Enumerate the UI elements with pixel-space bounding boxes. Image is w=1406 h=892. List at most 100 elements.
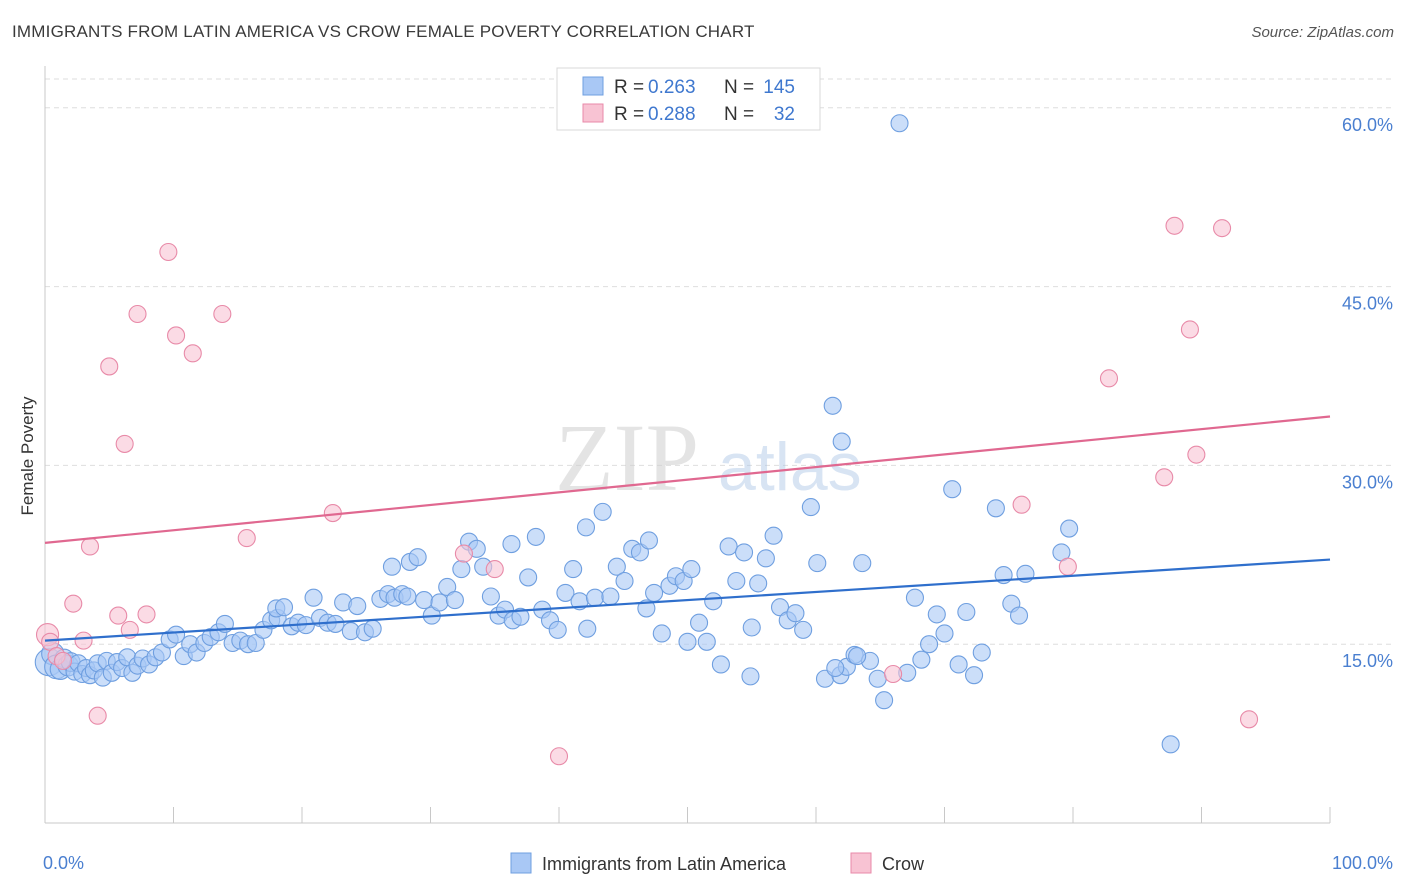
point-immigrants [408, 548, 427, 567]
source-credit: Source: ZipAtlas.com [1251, 24, 1394, 41]
legend-blue-r-value: 0.263 [648, 77, 696, 98]
point-immigrants [682, 560, 701, 579]
point-crow [1239, 710, 1259, 729]
point-crow [88, 706, 107, 725]
point-immigrants [601, 587, 620, 606]
axis-layer: 15.0% 30.0% 45.0% 60.0% 0.0% 100.0% [43, 66, 1393, 873]
point-immigrants [935, 624, 954, 643]
point-crow [213, 304, 232, 324]
point-immigrants [912, 650, 931, 669]
point-immigrants [868, 669, 887, 688]
point-immigrants [167, 625, 186, 644]
point-immigrants [607, 557, 626, 576]
legend-blue-n-label: N = [724, 77, 754, 98]
trend-line-crow [44, 415, 1331, 544]
point-immigrants [848, 647, 867, 666]
point-immigrants [794, 620, 813, 639]
point-immigrants [927, 605, 946, 624]
legend-blue-n-value: 145 [763, 77, 795, 98]
legend-blue-swatch [582, 76, 604, 96]
point-crow [237, 529, 256, 548]
point-immigrants [823, 396, 842, 415]
point-immigrants [526, 527, 545, 546]
point-crow [100, 357, 119, 376]
x-tick-label: 0.0% [43, 853, 84, 873]
point-crow [80, 537, 100, 556]
point-immigrants [304, 588, 323, 607]
y-tick-label: 30.0% [1342, 472, 1393, 492]
point-immigrants [808, 554, 827, 573]
bottom-legend-blue-swatch [510, 852, 532, 874]
point-immigrants [875, 691, 894, 710]
point-immigrants [593, 502, 612, 521]
legend-pink-r-value: 0.288 [648, 104, 696, 125]
point-immigrants [678, 632, 697, 651]
point-immigrants [727, 571, 746, 591]
point-immigrants [972, 643, 991, 662]
point-crow [1155, 468, 1174, 487]
point-immigrants [639, 531, 659, 550]
point-crow [1213, 219, 1232, 238]
point-immigrants [415, 591, 434, 610]
point-immigrants [741, 667, 760, 686]
point-immigrants [890, 114, 909, 133]
point-immigrants [637, 599, 656, 618]
point-immigrants [920, 635, 939, 654]
point-crow [159, 242, 178, 262]
point-immigrants [564, 560, 583, 579]
bottom-legend-blue-label: Immigrants from Latin America [542, 854, 787, 874]
point-immigrants [615, 571, 634, 591]
point-crow [1012, 495, 1031, 514]
point-immigrants [853, 554, 872, 573]
watermark-zip: ZIP [555, 404, 699, 511]
point-immigrants [1161, 735, 1180, 754]
point-immigrants [986, 499, 1005, 518]
point-crow [485, 560, 504, 579]
point-immigrants [711, 655, 730, 674]
point-crow [884, 664, 903, 684]
point-immigrants [943, 480, 962, 499]
point-immigrants [578, 619, 597, 638]
point-immigrants [645, 583, 664, 602]
y-tick-label: 60.0% [1342, 115, 1393, 135]
point-crow [1099, 369, 1119, 388]
point-crow [64, 594, 83, 613]
point-immigrants [430, 593, 449, 612]
point-immigrants [697, 632, 716, 651]
bottom-legend: Immigrants from Latin America Crow [510, 852, 925, 874]
watermark: ZIP atlas [555, 404, 862, 511]
point-immigrants [832, 432, 851, 451]
point-immigrants [1060, 519, 1079, 538]
trend-layer [44, 415, 1331, 642]
point-crow [183, 344, 202, 363]
legend-pink-swatch [582, 103, 604, 123]
point-crow [1058, 557, 1077, 576]
chart-title: IMMIGRANTS FROM LATIN AMERICA VS CROW FE… [12, 22, 755, 41]
point-immigrants [363, 619, 382, 638]
point-immigrants [764, 526, 783, 545]
point-immigrants [826, 658, 845, 678]
bottom-legend-pink-swatch [850, 852, 872, 874]
point-immigrants [382, 557, 402, 576]
point-immigrants [348, 596, 367, 616]
point-immigrants [734, 543, 754, 562]
point-immigrants [445, 591, 464, 610]
point-crow [454, 544, 473, 563]
y-axis-label: Female Poverty [18, 396, 37, 516]
point-immigrants [398, 587, 417, 606]
point-immigrants [576, 518, 596, 537]
y-tick-label: 45.0% [1342, 294, 1393, 314]
point-immigrants [556, 583, 575, 602]
point-immigrants [756, 549, 775, 568]
point-immigrants [652, 624, 671, 643]
point-crow [1165, 216, 1184, 235]
point-crow [1180, 320, 1199, 339]
point-immigrants [704, 592, 723, 611]
point-crow [109, 606, 128, 625]
point-crow [115, 434, 134, 453]
point-immigrants [548, 620, 567, 639]
point-immigrants [274, 598, 294, 617]
point-immigrants [326, 614, 345, 633]
point-immigrants [585, 588, 605, 607]
point-immigrants [749, 574, 768, 593]
